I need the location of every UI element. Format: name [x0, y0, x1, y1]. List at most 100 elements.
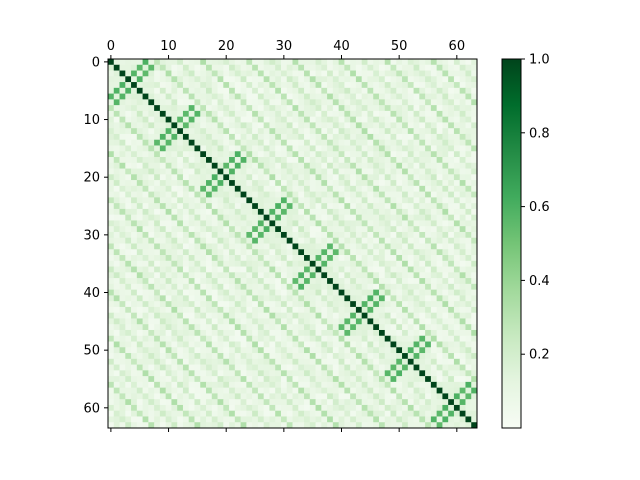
heatmap-cell: [177, 157, 184, 164]
heatmap-cell: [217, 376, 224, 383]
heatmap-cell: [125, 370, 132, 377]
heatmap-cell: [332, 399, 339, 406]
heatmap-cell: [436, 82, 443, 89]
heatmap-cell: [119, 289, 126, 296]
heatmap-cell: [165, 133, 172, 141]
heatmap-cell: [355, 191, 363, 198]
heatmap-cell: [407, 381, 414, 388]
heatmap-cell: [402, 87, 409, 94]
heatmap-cell: [292, 168, 299, 175]
heatmap-cell: [453, 243, 461, 250]
heatmap-cell: [373, 162, 380, 169]
heatmap-cell: [131, 347, 138, 354]
heatmap-cell: [309, 168, 316, 175]
heatmap-cell: [361, 226, 368, 233]
heatmap-cell: [304, 185, 311, 192]
heatmap-cell: [315, 76, 322, 83]
heatmap-cell: [373, 312, 380, 319]
heatmap-cell: [182, 197, 190, 204]
heatmap-cell: [240, 231, 247, 239]
heatmap-cell: [108, 341, 115, 348]
heatmap-cell: [200, 191, 207, 198]
heatmap-cell: [419, 116, 426, 123]
heatmap-cell: [286, 105, 293, 112]
heatmap-cell: [119, 255, 126, 262]
heatmap-cell: [430, 70, 437, 77]
heatmap-cell: [384, 208, 391, 216]
heatmap-cell: [125, 180, 132, 187]
heatmap-cell: [194, 99, 201, 106]
heatmap-cell: [436, 180, 443, 187]
heatmap-cell: [252, 180, 259, 187]
heatmap-cell: [206, 168, 213, 175]
heatmap-cell: [390, 376, 397, 383]
heatmap-cell: [206, 358, 213, 365]
heatmap-cell: [275, 128, 282, 135]
heatmap-cell: [430, 180, 437, 187]
heatmap-cell: [304, 214, 311, 221]
heatmap-cell: [131, 422, 138, 429]
heatmap-cell: [367, 353, 374, 360]
heatmap-cell: [471, 272, 478, 279]
heatmap-cell: [131, 329, 138, 337]
heatmap-cell: [206, 364, 213, 371]
heatmap-cell: [419, 266, 426, 273]
heatmap-cell: [355, 410, 363, 417]
heatmap-cell: [280, 122, 288, 129]
heatmap-cell: [384, 105, 391, 112]
heatmap-cell: [125, 272, 132, 279]
heatmap-cell: [390, 335, 397, 342]
heatmap-cell: [396, 197, 403, 204]
heatmap-cell: [229, 306, 236, 314]
heatmap-cell: [200, 145, 207, 152]
heatmap-cell: [407, 185, 414, 192]
heatmap-cell: [269, 278, 276, 285]
heatmap-cell: [344, 283, 351, 290]
heatmap-cell: [459, 347, 466, 354]
heatmap-cell: [263, 376, 270, 383]
heatmap-cell: [327, 289, 334, 296]
heatmap-cell: [119, 266, 126, 273]
heatmap-cell: [436, 220, 443, 227]
heatmap-cell: [367, 133, 374, 141]
heatmap-cell: [286, 174, 293, 181]
heatmap-cell: [182, 399, 190, 406]
heatmap-cell: [257, 410, 265, 417]
heatmap-cell: [390, 387, 397, 394]
heatmap-cell: [292, 116, 299, 123]
heatmap-cell: [211, 76, 218, 83]
heatmap-cell: [275, 64, 282, 71]
heatmap-cell: [384, 226, 391, 233]
heatmap-cell: [177, 335, 184, 342]
heatmap-cell: [177, 116, 184, 123]
heatmap-cell: [413, 422, 420, 429]
heatmap-cell: [298, 208, 305, 216]
heatmap-cell: [142, 174, 149, 181]
heatmap-cell: [350, 82, 357, 89]
heatmap-cell: [384, 295, 391, 302]
heatmap-cell: [229, 295, 236, 302]
heatmap-cell: [165, 255, 172, 262]
heatmap-cell: [223, 128, 230, 135]
heatmap-cell: [390, 208, 397, 216]
heatmap-cell: [298, 341, 305, 348]
heatmap-cell: [390, 347, 397, 354]
heatmap-cell: [171, 174, 178, 181]
heatmap-cell: [154, 99, 161, 106]
heatmap-cell: [298, 110, 305, 118]
heatmap-cell: [119, 306, 126, 314]
heatmap-cell: [108, 260, 115, 267]
heatmap-cell: [217, 255, 224, 262]
heatmap-cell: [338, 324, 345, 331]
heatmap-cell: [309, 82, 316, 89]
heatmap-cell: [367, 243, 374, 250]
heatmap-cell: [453, 301, 461, 308]
heatmap-cell: [148, 185, 155, 192]
heatmap-cell: [269, 237, 276, 244]
heatmap-cell: [292, 133, 299, 141]
heatmap-cell: [148, 416, 155, 423]
heatmap-cell: [471, 145, 478, 152]
heatmap-cell: [275, 381, 282, 388]
heatmap-cell: [108, 122, 115, 129]
heatmap-cell: [459, 174, 466, 181]
